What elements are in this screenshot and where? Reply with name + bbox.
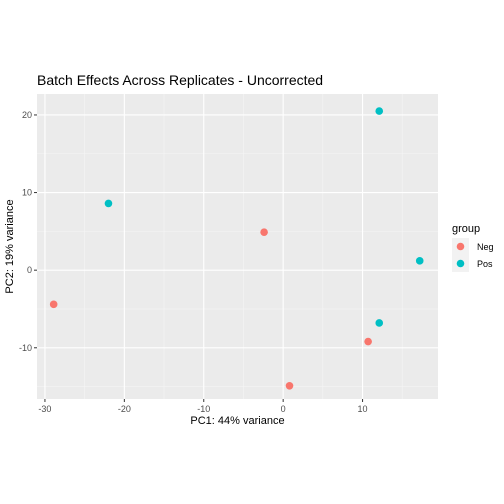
x-tick-label: -20	[118, 404, 131, 414]
y-tick-label: -10	[19, 343, 32, 353]
y-tick-label: 20	[22, 110, 32, 120]
x-tick-label: 0	[281, 404, 286, 414]
x-axis: -30 -20 -10 0 10	[38, 399, 368, 414]
data-point-pos	[415, 257, 424, 265]
data-point-pos	[375, 319, 384, 327]
legend-label-pos: Pos	[477, 259, 493, 269]
x-tick-label: 10	[358, 404, 368, 414]
legend: group Neg Pos	[452, 223, 494, 272]
x-tick-label: -30	[38, 404, 51, 414]
legend-title: group	[452, 223, 480, 235]
y-axis-title: PC2: 19% variance	[4, 199, 16, 293]
data-point-neg	[260, 228, 268, 236]
y-tick-label: 10	[22, 188, 32, 198]
plot-panel	[37, 94, 438, 399]
legend-label-neg: Neg	[477, 242, 494, 252]
data-point-pos	[375, 107, 384, 115]
data-points	[49, 107, 424, 390]
chart-title: Batch Effects Across Replicates - Uncorr…	[37, 72, 323, 88]
y-axis: -10 0 10 20	[19, 110, 37, 353]
data-point-neg	[49, 300, 58, 309]
grid-minor	[37, 94, 438, 399]
data-point-neg	[285, 382, 294, 390]
grid-major	[37, 94, 438, 399]
legend-key-pos	[456, 259, 465, 268]
x-axis-title: PC1: 44% variance	[190, 415, 284, 427]
data-point-pos	[104, 199, 113, 208]
y-tick-label: 0	[27, 265, 32, 275]
data-point-neg	[364, 337, 372, 346]
x-tick-label: -10	[197, 404, 210, 414]
legend-key-neg	[456, 242, 465, 251]
